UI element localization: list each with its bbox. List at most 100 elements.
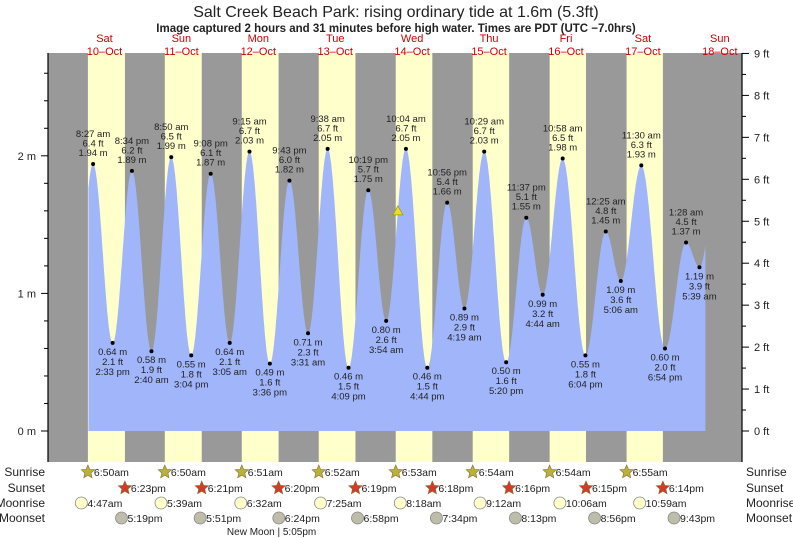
date-label: 15–Oct — [471, 46, 506, 58]
current-tide-marker-icon — [392, 205, 404, 216]
low-tide-label: 1.9 ft — [141, 365, 162, 376]
low-tide-label: 0.49 m — [255, 368, 284, 379]
low-tide-label: 3:05 am — [213, 367, 247, 378]
high-tide-label: 2.05 m — [391, 133, 420, 144]
high-tide-label: 6.1 ft — [200, 148, 221, 159]
axes: 0 m 1 m 2 m 0 ft 1 ft 2 ft 3 ft 4 ft 5 ft 6 ft 7 f… — [18, 48, 769, 462]
high-tide-label: 2.03 m — [470, 136, 499, 147]
low-tide-point — [189, 353, 194, 358]
m-tick-label: 1 m — [18, 288, 36, 300]
high-tide-label: 10:19 pm — [348, 155, 388, 166]
date-label: 10–Oct — [87, 46, 122, 58]
day-of-week-label: Tue — [326, 33, 345, 45]
high-tide-label: 11:30 am — [622, 130, 661, 141]
low-tide-label: 3.9 ft — [689, 281, 710, 292]
high-tide-label: 5.7 ft — [358, 165, 379, 176]
high-tide-label: 1.66 m — [433, 187, 462, 198]
sunrise-icon — [157, 464, 173, 479]
m-tick-label: 2 m — [18, 151, 36, 163]
sunset-icon — [655, 480, 671, 495]
ft-tick-label: 3 ft — [754, 300, 769, 312]
day-of-week-label: Sat — [635, 33, 652, 45]
high-tide-label: 12:25 am — [586, 196, 626, 207]
low-tide-label: 1.6 ft — [259, 378, 280, 389]
high-tide-label: 6.0 ft — [279, 155, 300, 166]
low-tide-label: 0.64 m — [98, 347, 127, 358]
moonset-icon — [667, 511, 681, 525]
high-tide-label: 4.8 ft — [595, 206, 616, 217]
moonset-time: 5:51pm — [206, 513, 241, 525]
ft-tick-label: 0 ft — [754, 426, 769, 438]
high-tide-point — [560, 156, 565, 161]
high-tide-point — [91, 162, 96, 167]
low-tide-label: 2:33 pm — [95, 367, 129, 378]
high-tide-label: 10:04 am — [386, 114, 426, 125]
moonrise-icon — [553, 496, 567, 510]
moonset-time: 8:56pm — [601, 513, 636, 525]
low-tide-label: 1.8 ft — [575, 369, 596, 380]
moonrise-icon — [154, 496, 168, 510]
high-tide-point — [208, 171, 213, 176]
day-of-week-label: Wed — [401, 33, 423, 45]
high-tide-point — [366, 188, 371, 193]
high-tide-label: 1.37 m — [672, 226, 701, 237]
high-tide-point — [247, 149, 252, 154]
low-tide-label: 3.6 ft — [610, 295, 631, 306]
sunrise-icon — [80, 464, 96, 479]
moonrise-icon — [633, 496, 647, 510]
moonset-time: 8:13pm — [521, 513, 556, 525]
low-tide-label: 1.19 m — [685, 271, 714, 282]
moonrise-time: 8:18am — [406, 498, 441, 510]
date-label: 18–Oct — [702, 46, 737, 58]
high-tide-label: 10:58 am — [543, 124, 583, 135]
low-tide-point — [504, 360, 509, 365]
sunrise-time: 6:54am — [556, 467, 591, 479]
low-tide-label: 0.46 m — [413, 372, 442, 383]
high-tide-label: 2.05 m — [313, 133, 342, 144]
low-tide-label: 2.0 ft — [654, 362, 675, 373]
high-tide-label: 8:34 pm — [115, 136, 149, 147]
date-label: 14–Oct — [394, 46, 429, 58]
high-tide-label: 9:38 am — [310, 114, 344, 125]
high-tide-label: 1.82 m — [275, 165, 304, 176]
high-tide-point — [445, 200, 450, 205]
high-tide-point — [325, 146, 330, 151]
moonrise-time: 10:06am — [566, 498, 607, 510]
sunset-time: 6:14pm — [669, 483, 704, 495]
high-tide-label: 1.98 m — [548, 143, 577, 154]
moonrise-time: 9:12am — [486, 498, 521, 510]
high-tide-label: 1.45 m — [591, 215, 620, 226]
ft-tick-label: 2 ft — [754, 342, 769, 354]
low-tide-label: 3:36 pm — [253, 388, 287, 399]
moonset-icon — [588, 511, 602, 525]
sunrise-icon — [465, 464, 481, 479]
sunrise-icon — [311, 464, 327, 479]
low-tide-label: 4:19 am — [447, 333, 481, 344]
low-tide-label: 2.1 ft — [102, 357, 123, 368]
moonrise-icon — [314, 496, 327, 510]
low-tide-point — [697, 265, 702, 270]
sunrise-row-label: Sunrise — [4, 465, 45, 479]
low-tide-label: 5:20 pm — [489, 386, 523, 397]
sunrise-time: 6:55am — [633, 467, 668, 479]
high-tide-point — [482, 149, 487, 154]
high-tide-point — [169, 155, 174, 160]
high-tide-label: 9:15 am — [232, 117, 266, 128]
low-tide-point — [618, 279, 623, 284]
high-tide-label: 6.3 ft — [631, 140, 652, 151]
chart-subtitle: Image captured 2 hours and 31 minutes be… — [156, 23, 636, 35]
low-tide-point — [267, 361, 272, 366]
date-label: 16–Oct — [548, 46, 583, 58]
moonrise-time: 5:39am — [167, 498, 202, 510]
tide-extremes: 8:27 am6.4 ft1.94 m0.64 m2.1 ft2:33 pm8:… — [76, 114, 717, 403]
low-tide-label: 0.50 m — [492, 366, 521, 377]
low-tide-label: 1.5 ft — [338, 382, 359, 393]
day-of-week-label: Thu — [480, 33, 499, 45]
sunset-icon — [117, 480, 133, 495]
date-label: 17–Oct — [625, 46, 660, 58]
day-of-week-label: Sun — [710, 33, 730, 45]
high-tide-label: 11:37 pm — [507, 183, 546, 194]
high-tide-point — [287, 178, 292, 183]
sunrise-time: 6:50am — [94, 467, 129, 479]
moonset-time: 9:43pm — [680, 513, 715, 525]
